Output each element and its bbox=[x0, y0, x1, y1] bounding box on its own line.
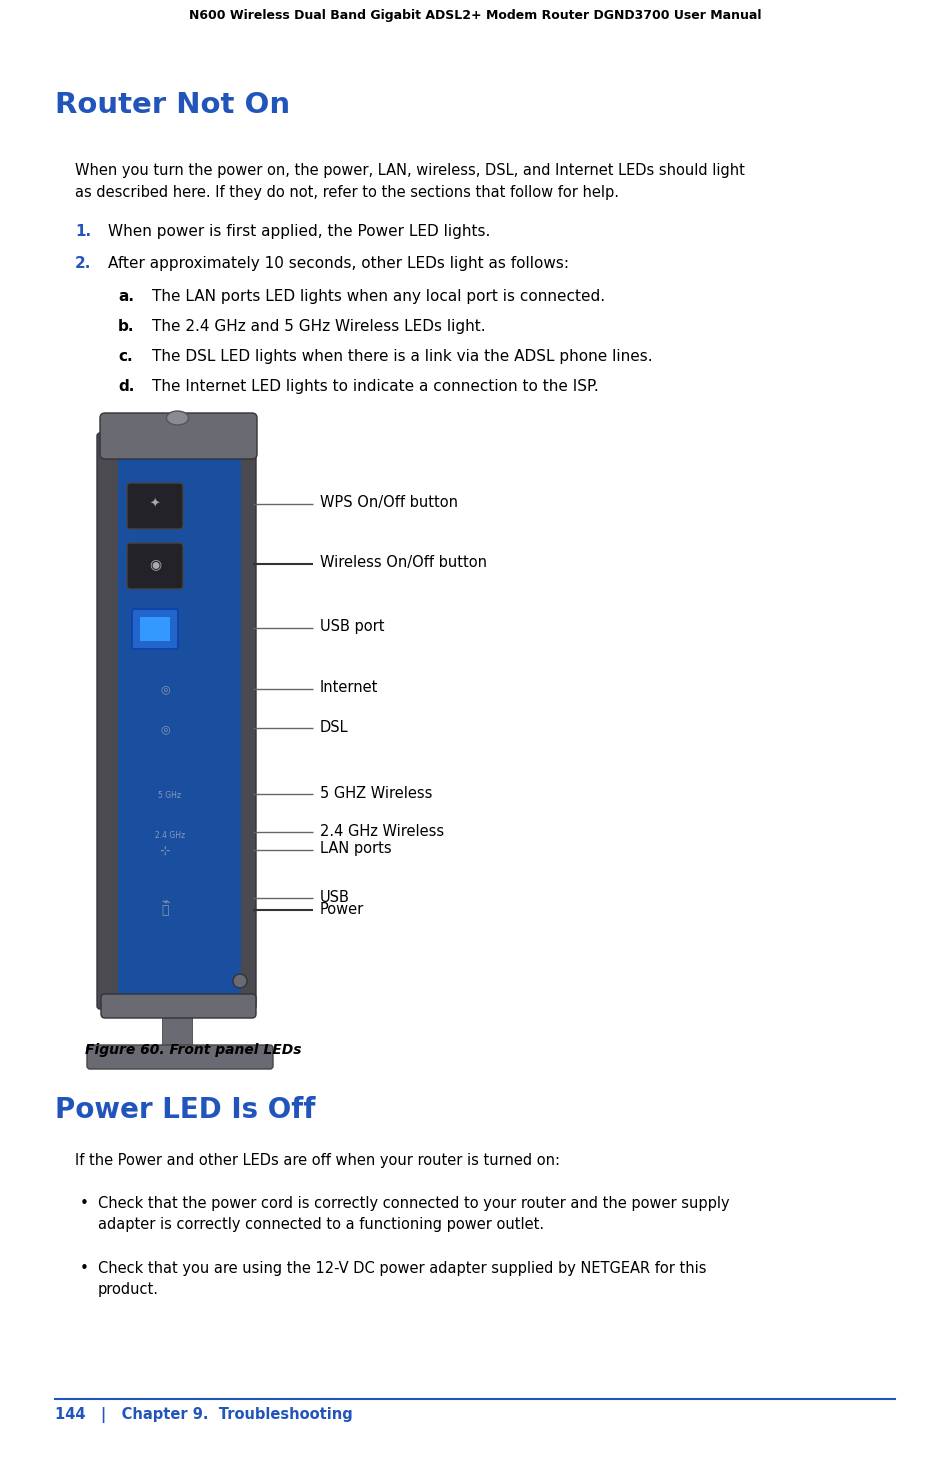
Text: 2.4 GHz: 2.4 GHz bbox=[155, 831, 185, 840]
Text: The Internet LED lights to indicate a connection to the ISP.: The Internet LED lights to indicate a co… bbox=[152, 378, 598, 394]
Text: N600 Wireless Dual Band Gigabit ADSL2+ Modem Router DGND3700 User Manual: N600 Wireless Dual Band Gigabit ADSL2+ M… bbox=[189, 9, 761, 22]
Text: ◉: ◉ bbox=[149, 557, 162, 571]
Text: When power is first applied, the Power LED lights.: When power is first applied, the Power L… bbox=[108, 224, 490, 240]
Text: Wireless On/Off button: Wireless On/Off button bbox=[320, 555, 487, 570]
Text: ⊹: ⊹ bbox=[160, 844, 170, 858]
Text: Check that the power cord is correctly connected to your router and the power su: Check that the power cord is correctly c… bbox=[98, 1197, 730, 1232]
Text: Internet: Internet bbox=[320, 681, 378, 695]
Text: LAN ports: LAN ports bbox=[320, 842, 391, 856]
Text: 1.: 1. bbox=[75, 224, 91, 240]
Text: Check that you are using the 12-V DC power adapter supplied by NETGEAR for this
: Check that you are using the 12-V DC pow… bbox=[98, 1261, 707, 1297]
FancyBboxPatch shape bbox=[101, 993, 256, 1018]
Text: •: • bbox=[80, 1197, 89, 1211]
Text: DSL: DSL bbox=[320, 719, 349, 735]
Text: USB: USB bbox=[320, 890, 350, 904]
Text: 144   |   Chapter 9.  Troubleshooting: 144 | Chapter 9. Troubleshooting bbox=[55, 1407, 352, 1423]
Text: d.: d. bbox=[118, 378, 134, 394]
Text: USB port: USB port bbox=[320, 619, 385, 634]
Text: Power: Power bbox=[320, 901, 364, 916]
Bar bbox=[162, 1004, 192, 1050]
Text: Router Not On: Router Not On bbox=[55, 91, 290, 118]
Text: The DSL LED lights when there is a link via the ADSL phone lines.: The DSL LED lights when there is a link … bbox=[152, 349, 653, 364]
FancyBboxPatch shape bbox=[100, 413, 257, 459]
Text: The LAN ports LED lights when any local port is connected.: The LAN ports LED lights when any local … bbox=[152, 289, 605, 304]
FancyBboxPatch shape bbox=[97, 432, 125, 1010]
Text: ◎: ◎ bbox=[161, 725, 170, 733]
Text: ⏻: ⏻ bbox=[162, 904, 169, 918]
FancyBboxPatch shape bbox=[132, 609, 178, 649]
Text: After approximately 10 seconds, other LEDs light as follows:: After approximately 10 seconds, other LE… bbox=[108, 256, 569, 270]
Text: ◎: ◎ bbox=[161, 684, 170, 694]
FancyBboxPatch shape bbox=[127, 484, 183, 529]
FancyBboxPatch shape bbox=[127, 543, 183, 589]
Text: 2.: 2. bbox=[75, 256, 91, 270]
Text: ⌁: ⌁ bbox=[161, 894, 169, 907]
Text: Figure 60. Front panel LEDs: Figure 60. Front panel LEDs bbox=[85, 1043, 301, 1056]
Text: WPS On/Off button: WPS On/Off button bbox=[320, 495, 458, 510]
Text: 5 GHz: 5 GHz bbox=[159, 792, 181, 801]
Bar bbox=[140, 617, 170, 641]
Text: Power LED Is Off: Power LED Is Off bbox=[55, 1096, 315, 1124]
Text: a.: a. bbox=[118, 289, 134, 304]
Text: ✦: ✦ bbox=[150, 498, 161, 510]
Text: c.: c. bbox=[118, 349, 133, 364]
Text: The 2.4 GHz and 5 GHz Wireless LEDs light.: The 2.4 GHz and 5 GHz Wireless LEDs ligh… bbox=[152, 318, 485, 335]
FancyBboxPatch shape bbox=[228, 432, 256, 1010]
Ellipse shape bbox=[233, 974, 247, 988]
FancyBboxPatch shape bbox=[87, 1045, 273, 1069]
Text: When you turn the power on, the power, LAN, wireless, DSL, and Internet LEDs sho: When you turn the power on, the power, L… bbox=[75, 164, 745, 200]
Text: b.: b. bbox=[118, 318, 135, 335]
Text: •: • bbox=[80, 1261, 89, 1275]
Text: 2.4 GHz Wireless: 2.4 GHz Wireless bbox=[320, 824, 444, 839]
Ellipse shape bbox=[166, 411, 188, 425]
Text: 5 GHZ Wireless: 5 GHZ Wireless bbox=[320, 786, 432, 801]
Bar bbox=[118, 438, 241, 1004]
Text: If the Power and other LEDs are off when your router is turned on:: If the Power and other LEDs are off when… bbox=[75, 1153, 560, 1167]
